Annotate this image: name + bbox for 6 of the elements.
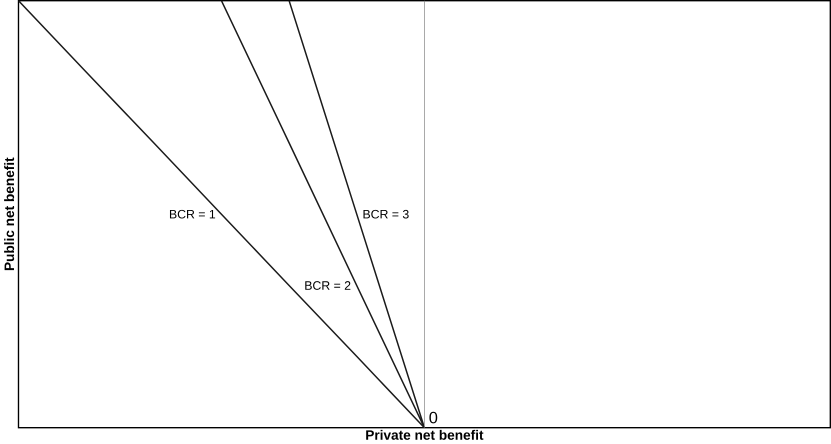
annotation: 0 — [429, 412, 438, 424]
series-label: BCR = 2 — [305, 280, 350, 290]
series-label: BCR = 1 — [170, 210, 216, 218]
x-axis-title: Private net benefit — [366, 430, 484, 440]
y-axis-title: Public net benefit — [4, 157, 14, 270]
series-label: BCR = 3 — [363, 210, 409, 218]
